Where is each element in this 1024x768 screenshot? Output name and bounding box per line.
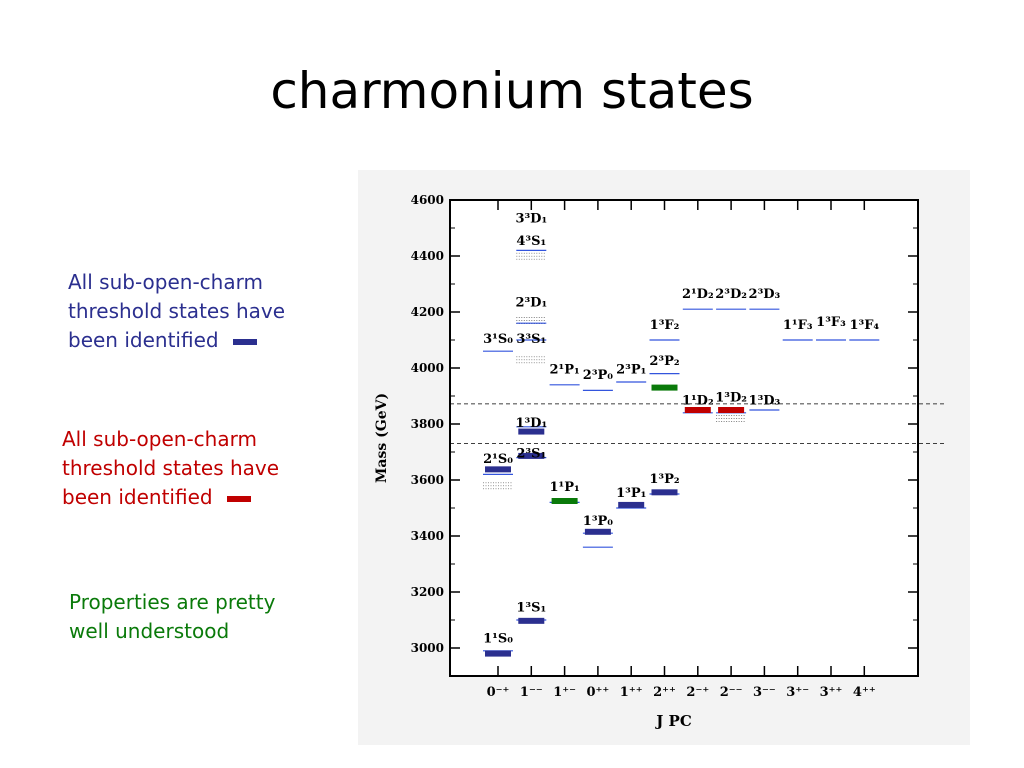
state-label: 1¹S₀ bbox=[483, 631, 513, 646]
state-label: 3³S₁ bbox=[516, 332, 546, 347]
state-label: 1¹P₁ bbox=[549, 480, 579, 495]
x-tick-label: 3⁺⁻ bbox=[786, 685, 809, 700]
x-tick-label: 1⁺⁻ bbox=[553, 685, 576, 700]
state-label: 1³D₁ bbox=[515, 416, 547, 431]
observed-level bbox=[718, 407, 745, 413]
state-label: 2³D₂ bbox=[715, 287, 747, 302]
observed-level bbox=[618, 501, 645, 508]
state-label: 1³P₀ bbox=[583, 514, 614, 529]
state-label: 2³D₃ bbox=[749, 287, 781, 302]
state-label: 2³P₀ bbox=[583, 368, 614, 383]
state-label: 1¹F₃ bbox=[783, 318, 813, 333]
note-line: been identified bbox=[62, 483, 279, 512]
note-line: All sub-open-charm bbox=[62, 427, 257, 451]
x-axis-label: J PC bbox=[654, 712, 692, 730]
note-line: threshold states have bbox=[62, 456, 280, 480]
note-line: threshold states have bbox=[68, 299, 286, 323]
note-line-text: been identified bbox=[68, 328, 219, 352]
state-label: 2¹S₀ bbox=[483, 452, 513, 467]
state-label: 1¹D₂ bbox=[682, 393, 714, 408]
slide-title: charmonium states bbox=[270, 62, 754, 120]
state-label: 3³D₁ bbox=[515, 211, 547, 226]
note-below-threshold: All sub-open-charm threshold states have… bbox=[68, 268, 285, 355]
state-label: 2³S₁ bbox=[516, 447, 546, 462]
state-label: 1³D₃ bbox=[749, 393, 781, 408]
state-label: 4³S₁ bbox=[516, 234, 546, 249]
state-label: 2³P₁ bbox=[616, 363, 646, 378]
x-tick-label: 3⁻⁻ bbox=[753, 685, 776, 700]
y-tick-label: 4000 bbox=[411, 361, 444, 375]
state-label: 1³F₄ bbox=[849, 318, 879, 333]
y-tick-label: 3400 bbox=[411, 529, 444, 543]
x-tick-label: 1⁺⁺ bbox=[620, 685, 643, 700]
observed-level bbox=[518, 452, 545, 459]
y-tick-label: 4200 bbox=[411, 305, 444, 319]
x-tick-label: 0⁻⁺ bbox=[487, 685, 510, 700]
y-tick-label: 4600 bbox=[411, 193, 444, 207]
observed-level bbox=[551, 498, 578, 504]
note-line: Properties are pretty bbox=[69, 590, 276, 614]
y-tick-label: 3800 bbox=[411, 417, 444, 431]
state-label: 2³P₂ bbox=[649, 354, 679, 369]
observed-level bbox=[518, 617, 545, 624]
state-label: 2¹P₁ bbox=[549, 363, 579, 378]
y-tick-label: 3600 bbox=[411, 473, 444, 487]
note-line: well understood bbox=[69, 619, 230, 643]
observed-level bbox=[485, 650, 511, 657]
blue-bar-marker bbox=[232, 338, 257, 345]
chart-panel: 3000 3200 3400 3600 3800 4000 4200 4400 4600 0⁻⁺ 1… bbox=[358, 170, 970, 745]
state-label: 1³S₁ bbox=[516, 601, 546, 616]
state-label: 1³P₂ bbox=[649, 472, 679, 487]
y-tick-label: 3200 bbox=[411, 585, 444, 599]
state-label: 1³F₃ bbox=[816, 315, 846, 330]
observed-level bbox=[651, 489, 678, 496]
state-label: 2³D₁ bbox=[515, 295, 547, 310]
x-tick-label: 0⁺⁺ bbox=[587, 685, 610, 700]
observed-level bbox=[684, 407, 711, 413]
y-tick-label: 4400 bbox=[411, 249, 444, 263]
observed-level bbox=[485, 466, 511, 473]
y-axis-label: Mass (GeV) bbox=[374, 393, 390, 483]
state-label: 1³F₂ bbox=[650, 318, 680, 333]
note-line: All sub-open-charm bbox=[68, 270, 263, 294]
plot-frame bbox=[449, 199, 919, 677]
state-label: 2¹D₂ bbox=[682, 287, 714, 302]
note-above-threshold: All sub-open-charm threshold states have… bbox=[62, 425, 279, 512]
state-label: 1³D₂ bbox=[715, 391, 747, 406]
x-tick-label: 2⁻⁻ bbox=[720, 685, 743, 700]
observed-level bbox=[651, 384, 678, 391]
state-label: 1³P₁ bbox=[616, 486, 646, 501]
observed-level bbox=[584, 528, 611, 535]
y-tick-label: 3000 bbox=[411, 641, 444, 655]
x-tick-label: 3⁺⁺ bbox=[820, 685, 843, 700]
note-line: been identified bbox=[68, 326, 285, 355]
state-label: 3¹S₀ bbox=[483, 332, 513, 347]
x-tick-label: 4⁺⁺ bbox=[853, 685, 876, 700]
red-bar-marker bbox=[226, 495, 251, 502]
observed-level bbox=[518, 428, 545, 435]
charmonium-level-chart: 3000 3200 3400 3600 3800 4000 4200 4400 4600 0⁻⁺ 1… bbox=[374, 193, 944, 730]
note-line-text: been identified bbox=[62, 485, 213, 509]
x-tick-label: 2⁻⁺ bbox=[686, 685, 709, 700]
x-tick-label: 2⁺⁺ bbox=[653, 685, 676, 700]
x-tick-label: 1⁻⁻ bbox=[520, 685, 543, 700]
note-properties: Properties are pretty well understood bbox=[69, 588, 275, 646]
